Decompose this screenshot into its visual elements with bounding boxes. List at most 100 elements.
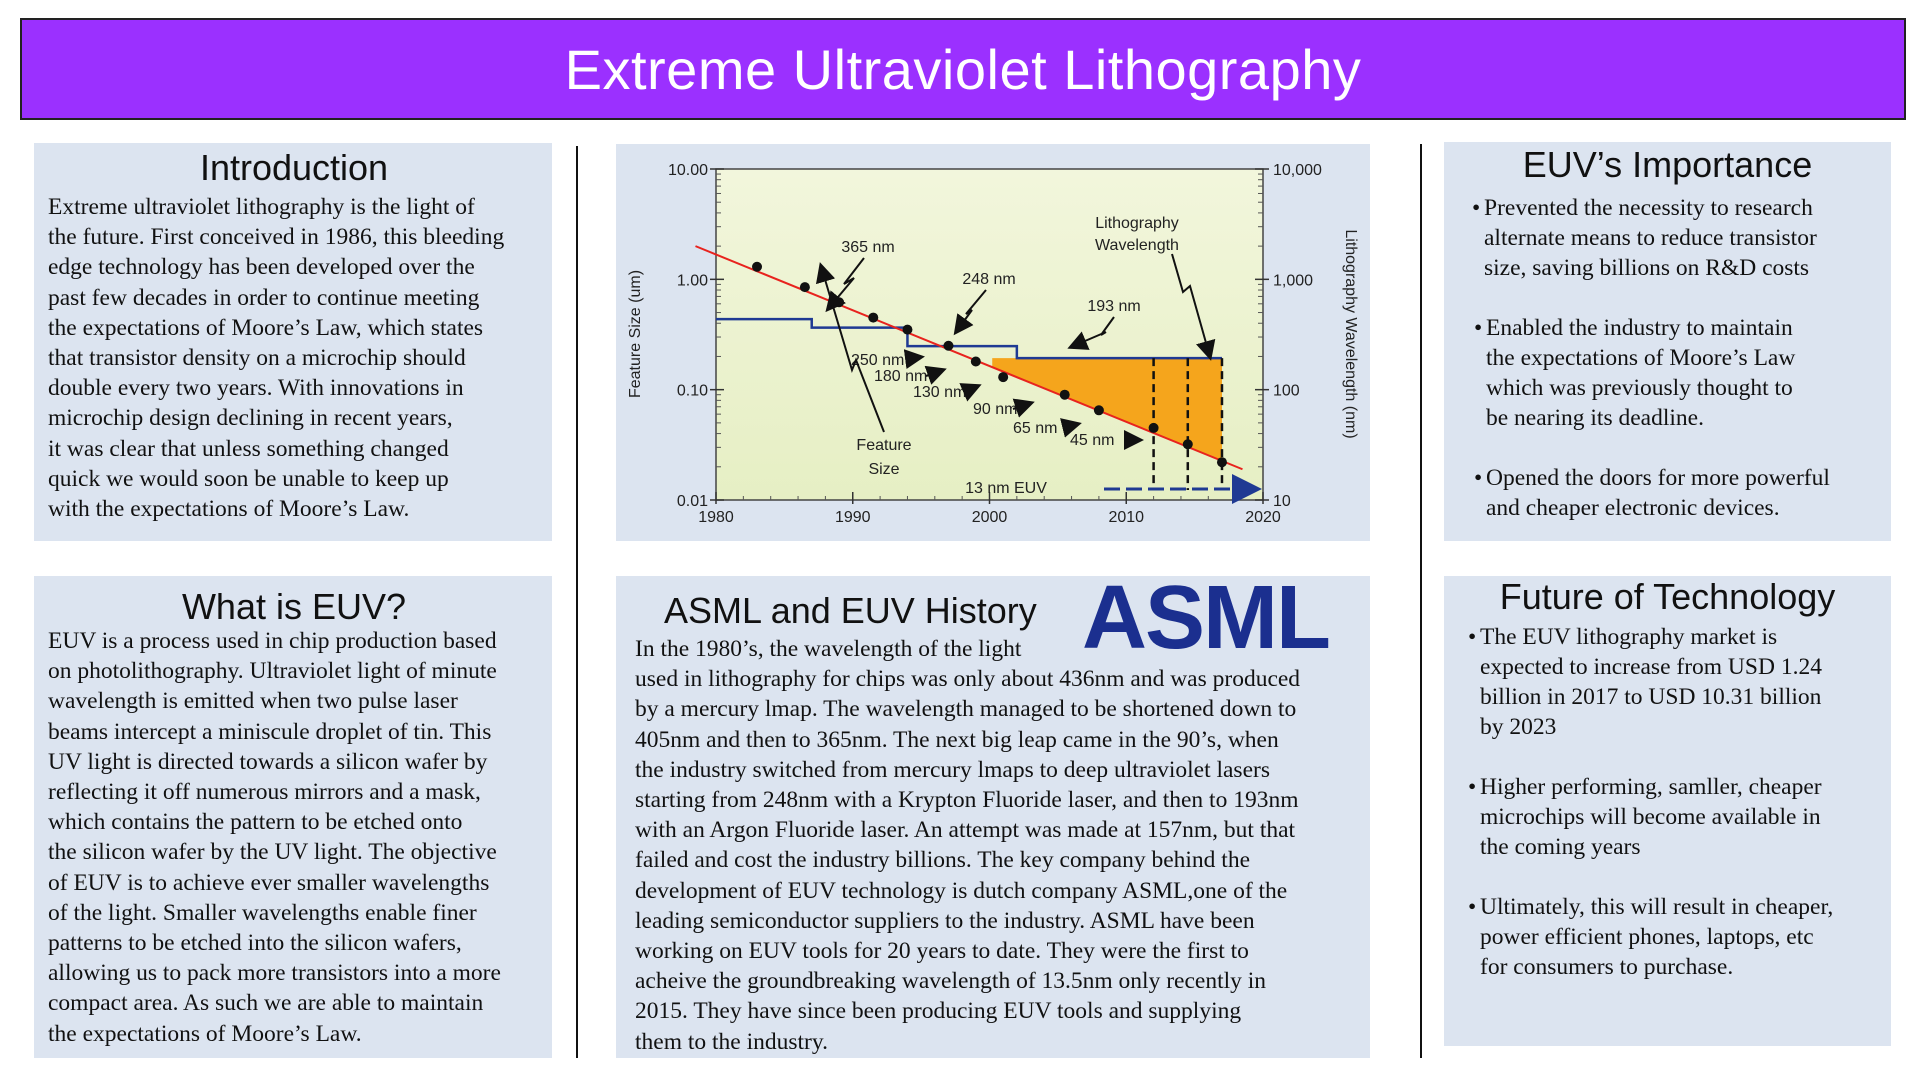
arrow-130nm: [959, 383, 982, 402]
text-line: the expectations of Moore’s Law.: [48, 1020, 362, 1047]
y2-tick-label: 100: [1273, 383, 1300, 400]
x-tick-label: 2020: [1245, 509, 1281, 526]
feature-size-point: [902, 324, 913, 335]
text-line: the future. First conceived in 1986, thi…: [48, 224, 505, 251]
text-line: double every two years. With innovations…: [48, 375, 464, 402]
feature-size-point: [1148, 422, 1159, 433]
arrow-193nm: [1067, 316, 1115, 350]
future-heading: Future of Technology: [1499, 576, 1836, 617]
importance-panel: EUV’s Importance • Prevented the necessit…: [1444, 142, 1891, 541]
text-line: of the light. Smaller wavelengths enable…: [48, 899, 477, 926]
arrow-lithography: [1171, 253, 1216, 361]
importance-bullet-3: • Opened the doors for more powerful and …: [1472, 463, 1881, 523]
text-line: with an Argon Fluoride laser. An attempt…: [635, 817, 1296, 844]
annotation-248nm: 248 nm: [962, 271, 1015, 288]
annotation-feature: Feature: [856, 437, 911, 454]
title-banner: Extreme Ultraviolet Lithography: [20, 18, 1906, 120]
text-line: 405nm and then to 365nm. The next big le…: [635, 726, 1279, 753]
text-line: development of EUV technology is dutch c…: [635, 877, 1288, 904]
bullet-line: • Opened the doors for more powerful: [1474, 465, 1830, 491]
future-panel: Future of Technology • The EUV lithograph…: [1444, 576, 1891, 1046]
bullet-line: alternate means to reduce transistor: [1484, 225, 1817, 251]
what-is-euv-panel: What is EUV? EUV is a process used in ch…: [34, 576, 552, 1058]
y-tick-label: 0.10: [677, 383, 708, 400]
annotation-size: Size: [868, 461, 899, 478]
introduction-heading: Introduction: [199, 147, 389, 188]
text-line: edge technology has been developed over …: [48, 254, 475, 281]
annotation-365nm: 365 nm: [841, 239, 894, 256]
wavelength-series-line: [716, 317, 1222, 360]
text-line: microchip design declining in recent yea…: [48, 405, 453, 432]
x-tick-label: 1980: [698, 509, 734, 526]
bullet-line: • Prevented the necessity to research: [1472, 195, 1813, 221]
bullet-line: and cheaper electronic devices.: [1486, 495, 1780, 521]
bullet-line: size, saving billions on R&D costs: [1484, 255, 1810, 281]
what-is-euv-heading: What is EUV?: [181, 586, 407, 627]
text-line: acheive the groundbreaking wavelength of…: [635, 968, 1267, 995]
text-line: leading semiconductor suppliers to the i…: [635, 907, 1255, 934]
asml-history-panel: ASML and EUV History ASML In the 1980’s,…: [616, 568, 1370, 1058]
text-line: beams intercept a miniscule droplet of t…: [48, 718, 492, 745]
asml-history-heading: ASML and EUV History: [664, 590, 1037, 631]
future-bullet-2: • Higher performing, samller, cheaper mic…: [1468, 772, 1883, 862]
divider-right: [1420, 144, 1422, 1058]
text-line: failed and cost the industry billions. T…: [635, 847, 1251, 874]
asml-history-text: In the 1980’s, the wavelength of the lig…: [635, 634, 1300, 1057]
introduction-panel: Introduction Extreme ultraviolet lithogr…: [34, 143, 552, 541]
feature-size-point: [943, 340, 954, 351]
x-tick-label: 2010: [1108, 509, 1144, 526]
y-tick-label: 0.01: [677, 493, 708, 510]
annotation-13nm-euv: 13 nm EUV: [965, 480, 1047, 497]
text-line: allowing us to pack more transistors int…: [48, 960, 501, 987]
bullet-line: power efficient phones, laptops, etc: [1480, 924, 1814, 950]
chart-panel: 10.00 1.00 0.10 0.01 10,000 1,000 100 10 1980 199…: [616, 144, 1370, 541]
x-tick-label: 2000: [972, 509, 1008, 526]
arrow-365nm: [825, 257, 865, 313]
feature-size-point: [1182, 439, 1193, 450]
annotation-193nm: 193 nm: [1087, 298, 1140, 315]
asml-logo: ASML: [1082, 568, 1331, 668]
page-title: Extreme Ultraviolet Lithography: [564, 37, 1362, 101]
text-line: the expectations of Moore’s Law, which s…: [48, 314, 484, 341]
text-line: working on EUV tools for 20 years to dat…: [635, 938, 1249, 965]
annotation-250nm: 250 nm: [851, 352, 904, 369]
text-line: patterns to be etched into the silicon w…: [48, 930, 462, 957]
bullet-line: by 2023: [1480, 714, 1557, 740]
text-line: the silicon wafer by the UV light. The o…: [48, 839, 497, 866]
text-line: that transistor density on a microchip s…: [48, 345, 466, 372]
text-line: In the 1980’s, the wavelength of the lig…: [635, 636, 1022, 662]
annotation-180nm: 180 nm: [874, 368, 927, 385]
annotation-65nm: 65 nm: [1013, 420, 1057, 437]
what-is-euv-text: EUV is a process used in chip production…: [48, 626, 540, 1049]
feature-size-point: [1216, 457, 1227, 468]
annotation-90nm: 90 nm: [973, 401, 1017, 418]
bullet-line: billion in 2017 to USD 10.31 billion: [1480, 684, 1822, 710]
text-line: it was clear that unless something chang…: [48, 435, 449, 462]
y-tick-label: 1.00: [677, 272, 708, 289]
lithography-chart: 10.00 1.00 0.10 0.01 10,000 1,000 100 10 1980 199…: [627, 162, 1359, 526]
bullet-line: • The EUV lithography market is: [1468, 624, 1778, 650]
x-tick-label: 1990: [835, 509, 871, 526]
text-line: which contains the pattern to be etched …: [48, 809, 463, 836]
arrow-90nm: [1012, 398, 1035, 418]
text-line: reflecting it off numerous mirrors and a…: [48, 779, 481, 806]
y-axis-label: Feature Size (um): [627, 270, 644, 398]
plot-area: [715, 168, 1264, 501]
bullet-line: • Ultimately, this will result in cheaper…: [1468, 894, 1834, 920]
bullet-line: be nearing its deadline.: [1486, 405, 1704, 431]
y-tick-label: 10.00: [668, 162, 708, 179]
bullet-line: the expectations of Moore’s Law: [1486, 345, 1796, 371]
text-line: compact area. As such we are able to mai…: [48, 990, 484, 1017]
annotation-130nm: 130 nm: [913, 384, 966, 401]
feature-size-point: [752, 261, 763, 272]
feature-size-point: [1059, 389, 1070, 400]
feature-size-point: [799, 282, 810, 293]
feature-size-point: [1093, 405, 1104, 416]
future-bullet-1: • The EUV lithography market is expected …: [1468, 622, 1883, 742]
arrow-248nm: [953, 289, 987, 336]
text-line: on photolithography. Ultraviolet light o…: [48, 658, 497, 685]
bullet-line: expected to increase from USD 1.24: [1480, 654, 1822, 680]
bullet-line: the coming years: [1480, 834, 1641, 860]
future-bullet-3: • Ultimately, this will result in cheaper…: [1468, 892, 1883, 982]
annotation-lithography: Lithography: [1095, 215, 1179, 232]
